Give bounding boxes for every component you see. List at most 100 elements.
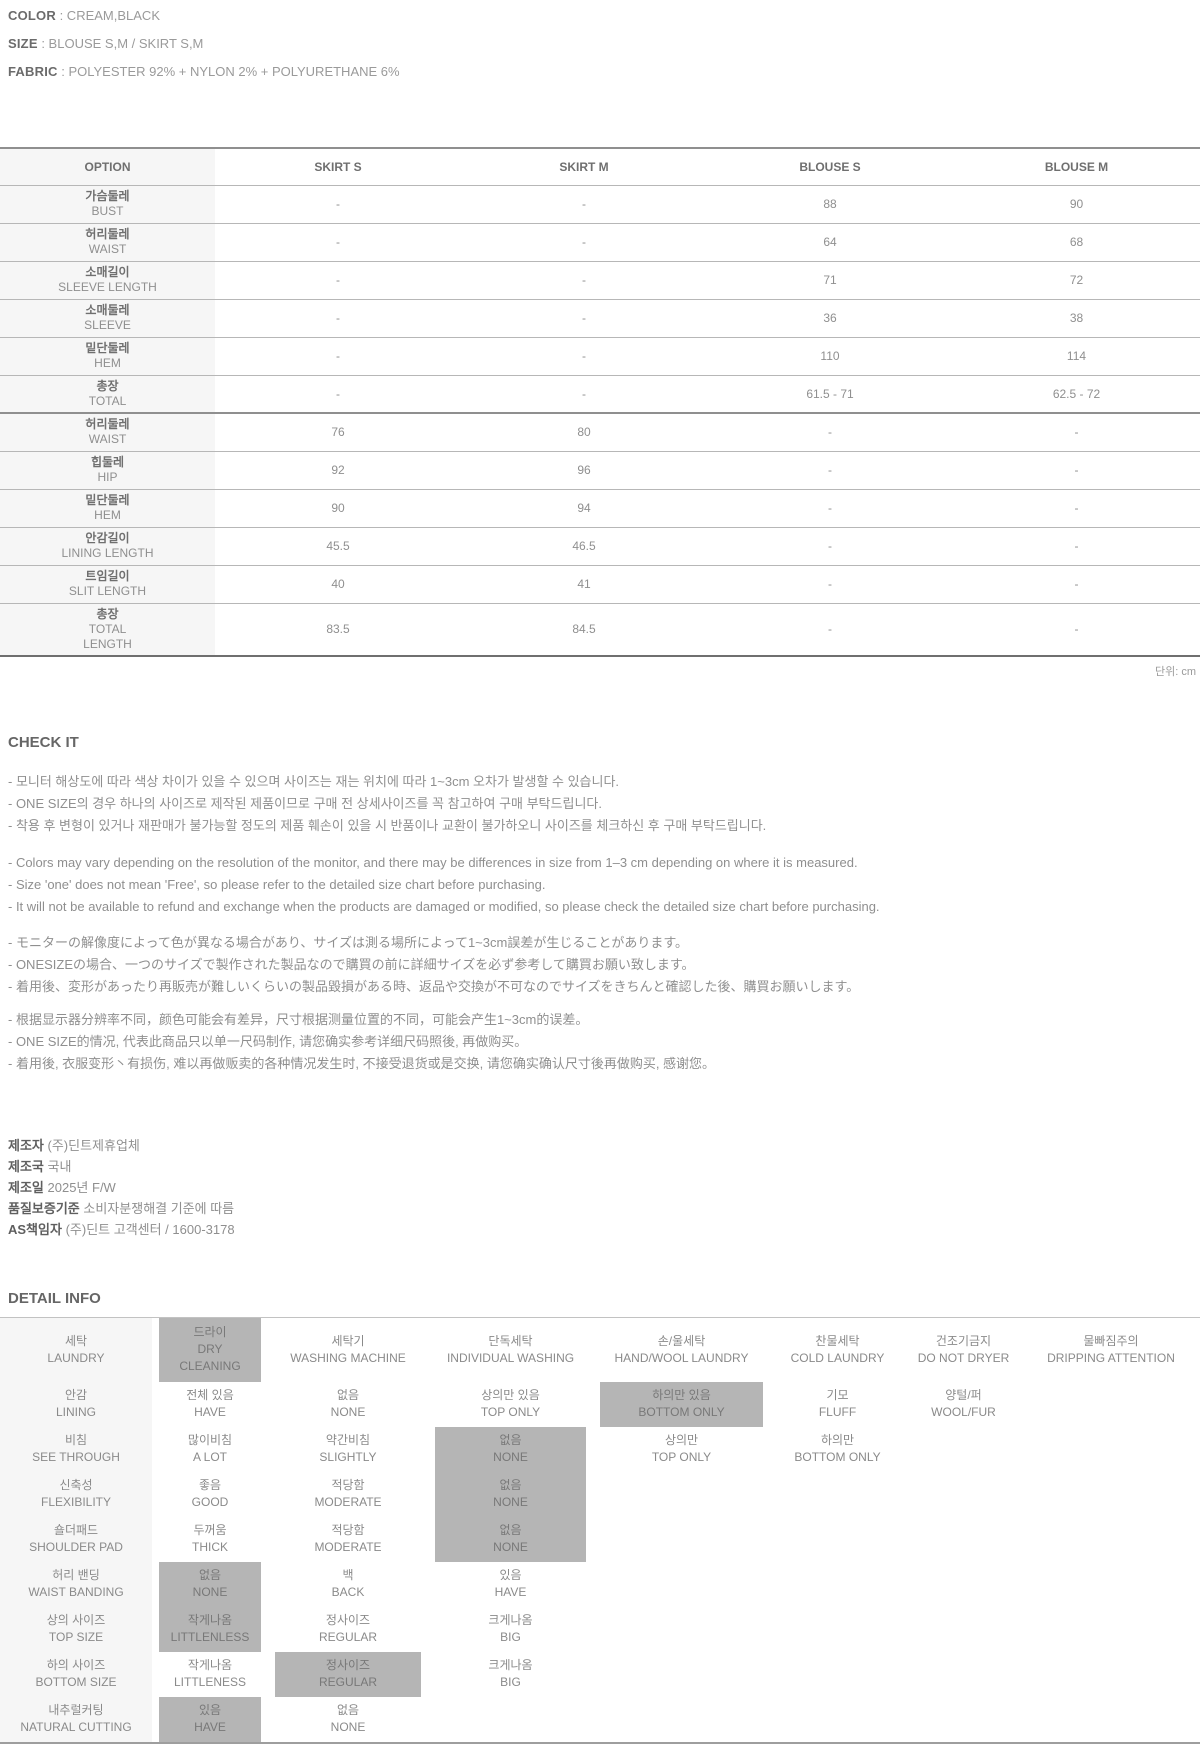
- manufacturer-line: 제조국 국내: [8, 1156, 1200, 1177]
- check-line: - ONESIZEの場合、一つのサイズで製作された製品なので購買の前に詳細サイズ…: [8, 956, 695, 972]
- size-row-label: 총장 TOTAL: [0, 375, 215, 413]
- manufacturer-line: 품질보증기준 소비자분쟁해결 기준에 따름: [8, 1198, 1200, 1219]
- detail-option-ko: 찬물세탁: [815, 1333, 860, 1348]
- size-row-label-en: TOTAL: [88, 393, 127, 408]
- size-cell: 83.5: [326, 622, 350, 636]
- detail-option: 크게나옴 BIG: [435, 1607, 586, 1652]
- detail-label-en: SHOULDER PAD: [29, 1540, 123, 1554]
- detail-cell: 있음 HAVE: [152, 1696, 268, 1742]
- size-cell: -: [828, 577, 832, 591]
- detail-option-en: BACK: [331, 1585, 365, 1599]
- detail-option: 작게나옴 LITTLENLESS: [159, 1606, 261, 1652]
- detail-option-en: NONE: [493, 1450, 528, 1464]
- detail-cell: 드라이 DRY CLEANING: [152, 1317, 268, 1382]
- detail-option-en: BIG: [500, 1630, 521, 1644]
- detail-option: 단독세탁 INDIVIDUAL WASHING: [435, 1318, 586, 1382]
- detail-cell: 정사이즈 REGULAR: [268, 1651, 428, 1697]
- size-cell: -: [1074, 501, 1079, 515]
- size-row-label: 소매둘레 SLEEVE: [0, 299, 215, 337]
- detail-cell-empty: [593, 1472, 770, 1517]
- size-table-row-total-blouse: 총장 TOTAL - - 61.5 - 71 62.5 - 72: [0, 375, 1200, 413]
- size-row-label-ko: 허리둘레: [85, 227, 130, 241]
- size-cell: -: [582, 386, 586, 401]
- detail-cell-empty: [1022, 1562, 1200, 1607]
- detail-cell: 적당함 MODERATE: [268, 1472, 428, 1517]
- detail-label-en: WAIST BANDING: [28, 1585, 124, 1599]
- size-col-header-option: OPTION: [0, 148, 215, 185]
- detail-option-ko: 손/울세탁: [657, 1333, 706, 1348]
- size-cell: -: [1074, 463, 1079, 477]
- detail-cell: 하의만 있음 BOTTOM ONLY: [593, 1381, 770, 1427]
- check-line: - 根据显示器分辨率不同，颜色可能会有差异，尺寸根据测量位置的不同，可能会产生1…: [8, 1011, 589, 1027]
- detail-option: 작게나옴 LITTLENESS: [159, 1652, 261, 1697]
- detail-cell: 작게나옴 LITTLENLESS: [152, 1606, 268, 1652]
- size-row-label-ko: 가슴둘레: [85, 189, 130, 203]
- detail-option: 적당함 MODERATE: [275, 1472, 421, 1517]
- detail-cell: 양털/퍼 WOOL/FUR: [905, 1382, 1022, 1427]
- detail-info-heading: DETAIL INFO: [8, 1289, 101, 1307]
- detail-option-en: HAVE: [194, 1405, 226, 1419]
- detail-label-ko: 신축성: [59, 1478, 93, 1492]
- detail-option-en: BIG: [500, 1675, 521, 1689]
- detail-option: 좋음 GOOD: [159, 1472, 261, 1517]
- detail-cell: 정사이즈 REGULAR: [268, 1607, 428, 1652]
- size-cell: -: [582, 311, 586, 325]
- detail-option-en: NONE: [330, 1720, 366, 1734]
- detail-option: 전체 있음 HAVE: [159, 1382, 261, 1427]
- size-row-label-ko: 트임길이: [85, 569, 130, 583]
- detail-option: 크게나옴 BIG: [435, 1652, 586, 1697]
- detail-option-en: NONE: [493, 1495, 528, 1509]
- detail-option: 정사이즈 REGULAR: [275, 1651, 421, 1697]
- detail-cell: 기모 FLUFF: [770, 1382, 905, 1427]
- size-row-label-en: SLIT LENGTH: [68, 584, 147, 598]
- size-table-row-sleeve: 소매둘레 SLEEVE - - 36 38: [0, 299, 1200, 337]
- detail-option-en: WOOL/FUR: [931, 1405, 996, 1419]
- color-value: : CREAM,BLACK: [59, 8, 160, 23]
- size-row-label: 안감길이 LINING LENGTH: [0, 527, 215, 565]
- detail-cell-empty: [770, 1652, 905, 1697]
- size-cell: -: [336, 273, 340, 287]
- detail-cell: 단독세탁 INDIVIDUAL WASHING: [428, 1318, 593, 1382]
- detail-option: 두꺼움 THICK: [159, 1517, 261, 1562]
- check-line: - 모니터 해상도에 따라 색상 차이가 있을 수 있으며 사이즈는 재는 위치…: [8, 773, 620, 789]
- detail-row-label: 내추럴커팅 NATURAL CUTTING: [0, 1696, 152, 1742]
- detail-row-label: 허리 밴딩 WAIST BANDING: [0, 1561, 152, 1607]
- size-table-row-lining-length: 안감길이 LINING LENGTH 45.5 46.5 - -: [0, 527, 1200, 565]
- detail-label-ko: 허리 밴딩: [52, 1568, 100, 1582]
- detail-label-ko: 비침: [64, 1433, 88, 1447]
- detail-cell-empty: [1022, 1427, 1200, 1472]
- detail-label-en: NATURAL CUTTING: [20, 1720, 132, 1734]
- size-cell: 88: [823, 197, 837, 211]
- detail-option-en: NONE: [330, 1405, 366, 1419]
- check-line: - It will not be available to refund and…: [8, 898, 880, 914]
- detail-cell: 없음 NONE: [268, 1697, 428, 1742]
- check-line: - 着用後, 衣服变形丶有损伤, 难以再做贩卖的各种情况发生时, 不接受退货或是…: [8, 1055, 716, 1071]
- size-row-label: 총장 TOTAL LENGTH: [0, 603, 215, 656]
- detail-option-ko: 없음: [336, 1388, 360, 1402]
- detail-cell-empty: [428, 1697, 593, 1742]
- size-value: : BLOUSE S,M / SKIRT S,M: [41, 36, 204, 51]
- detail-label-ko: 내추럴커팅: [48, 1703, 104, 1717]
- size-cell: 36: [823, 311, 837, 325]
- size-cell: 76: [331, 425, 345, 440]
- size-row-label-en: WAIST: [88, 242, 127, 256]
- manu-value: 국내: [47, 1158, 72, 1174]
- size-cell: -: [582, 349, 586, 363]
- detail-cell-empty: [770, 1517, 905, 1562]
- detail-row-see-through: 비침 SEE THROUGH 많이비침 A LOT 약간비침 SLIGHTLY 없음 N…: [0, 1426, 1200, 1472]
- detail-option: 물빠짐주의 DRIPPING ATTENTION: [1029, 1318, 1193, 1382]
- check-it-heading: CHECK IT: [8, 733, 79, 751]
- size-cell: -: [828, 539, 832, 553]
- detail-option-en: REGULAR: [318, 1630, 377, 1644]
- detail-cell-empty: [905, 1472, 1022, 1517]
- size-row-label-ko: 안감길이: [85, 531, 130, 545]
- detail-row-bottom-size: 하의 사이즈 BOTTOM SIZE 작게나옴 LITTLENESS 정사이즈 REG…: [0, 1651, 1200, 1697]
- detail-option-ko: 적당함: [331, 1523, 365, 1537]
- detail-option-ko: 하의만 있음: [652, 1388, 711, 1402]
- size-col-header-skirt-s: SKIRT S: [314, 159, 362, 174]
- size-table-row-slit-length: 트임길이 SLIT LENGTH 40 41 - -: [0, 565, 1200, 603]
- detail-option-ko: 크게나옴: [488, 1658, 533, 1672]
- size-cell: 84.5: [572, 622, 596, 636]
- size-row-label-ko: 허리둘레: [85, 417, 130, 432]
- size-row-label-en: TOTAL LENGTH: [83, 621, 132, 651]
